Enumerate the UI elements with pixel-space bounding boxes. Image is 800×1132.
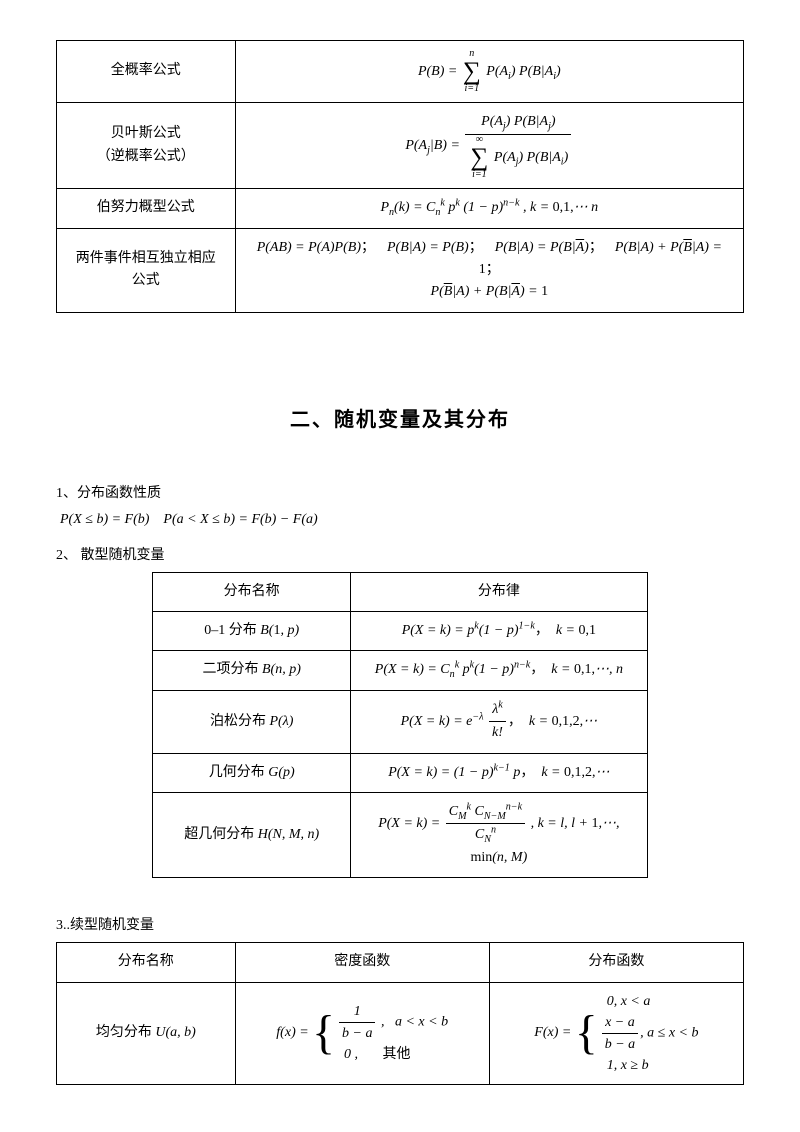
continuous-dist-table: 分布名称密度函数分布函数均匀分布 U(a, b)f(x) = {1b − a ,… — [56, 942, 744, 1084]
row-formula: Pn(k) = Cnk pk (1 − p)n−k , k = 0,1,⋯ n — [235, 189, 743, 228]
col-header: 分布名称 — [57, 943, 236, 982]
table-row: 泊松分布 P(λ)P(X = k) = e−λ λkk!， k = 0,1,2,… — [153, 690, 647, 753]
dist-law: P(X = k) = (1 − p)k−1 p， k = 0,1,2,⋯ — [351, 753, 648, 792]
col-header: 密度函数 — [235, 943, 489, 982]
dist-name: 几何分布 G(p) — [153, 753, 351, 792]
table-row: 二项分布 B(n, p)P(X = k) = Cnk pk(1 − p)n−k，… — [153, 651, 647, 690]
table-header-row: 分布名称分布律 — [153, 572, 647, 611]
table-row: 贝叶斯公式（逆概率公式）P(Aj|B) = P(Aj) P(B|Aj)∞∑i=1… — [57, 103, 744, 189]
dist-law: P(X = k) = pk(1 − p)1−k， k = 0,1 — [351, 612, 648, 651]
row-formula: P(B) = n∑i=1 P(Ai) P(B|Ai) — [235, 41, 743, 103]
dist-law: P(X = k) = e−λ λkk!， k = 0,1,2,⋯ — [351, 690, 648, 753]
table-row: 几何分布 G(p)P(X = k) = (1 − p)k−1 p， k = 0,… — [153, 753, 647, 792]
item-3: 3..续型随机变量 — [56, 914, 744, 934]
table-row: 超几何分布 H(N, M, n)P(X = k) = CMk CN−Mn−kCN… — [153, 793, 647, 878]
col-header: 分布律 — [351, 572, 648, 611]
col-header: 分布名称 — [153, 572, 351, 611]
dist-name: 0–1 分布 B(1, p) — [153, 612, 351, 651]
dist-name: 超几何分布 H(N, M, n) — [153, 793, 351, 878]
dist-name: 二项分布 B(n, p) — [153, 651, 351, 690]
row-formula: P(AB) = P(A)P(B)；P(B|A) = P(B)；P(B|A) = … — [235, 228, 743, 312]
dist-name: 泊松分布 P(λ) — [153, 690, 351, 753]
item-2: 2、 散型随机变量 — [56, 544, 744, 564]
row-label: 贝叶斯公式（逆概率公式） — [57, 103, 236, 189]
item-1-formula: P(X ≤ b) = F(b) P(a < X ≤ b) = F(b) − F(… — [60, 512, 744, 528]
item-1: 1、分布函数性质 — [56, 482, 744, 502]
row-label: 伯努力概型公式 — [57, 189, 236, 228]
dist-law: P(X = k) = CMk CN−Mn−kCNn , k = l, l + 1… — [351, 793, 648, 878]
section-title: 二、随机变量及其分布 — [56, 403, 744, 432]
col-header: 分布函数 — [489, 943, 743, 982]
table-row: 两件事件相互独立相应公式P(AB) = P(A)P(B)；P(B|A) = P(… — [57, 228, 744, 312]
dist-law: P(X = k) = Cnk pk(1 − p)n−k， k = 0,1,⋯, … — [351, 651, 648, 690]
row-label: 全概率公式 — [57, 41, 236, 103]
table-row: 全概率公式P(B) = n∑i=1 P(Ai) P(B|Ai) — [57, 41, 744, 103]
formula-table-1: 全概率公式P(B) = n∑i=1 P(Ai) P(B|Ai)贝叶斯公式（逆概率… — [56, 40, 744, 313]
table-header-row: 分布名称密度函数分布函数 — [57, 943, 744, 982]
dist-name: 均匀分布 U(a, b) — [57, 982, 236, 1084]
table-row: 伯努力概型公式Pn(k) = Cnk pk (1 − p)n−k , k = 0… — [57, 189, 744, 228]
dist-fn: F(x) = { 0, x < ax − ab − a, a ≤ x < b 1… — [489, 982, 743, 1084]
density-fn: f(x) = {1b − a , a < x < b 0 , 其他 — [235, 982, 489, 1084]
discrete-dist-table: 分布名称分布律0–1 分布 B(1, p)P(X = k) = pk(1 − p… — [152, 572, 647, 879]
row-label: 两件事件相互独立相应公式 — [57, 228, 236, 312]
row-formula: P(Aj|B) = P(Aj) P(B|Aj)∞∑i=1 P(Aj) P(B|A… — [235, 103, 743, 189]
table-row: 均匀分布 U(a, b)f(x) = {1b − a , a < x < b 0… — [57, 982, 744, 1084]
table-row: 0–1 分布 B(1, p)P(X = k) = pk(1 − p)1−k， k… — [153, 612, 647, 651]
